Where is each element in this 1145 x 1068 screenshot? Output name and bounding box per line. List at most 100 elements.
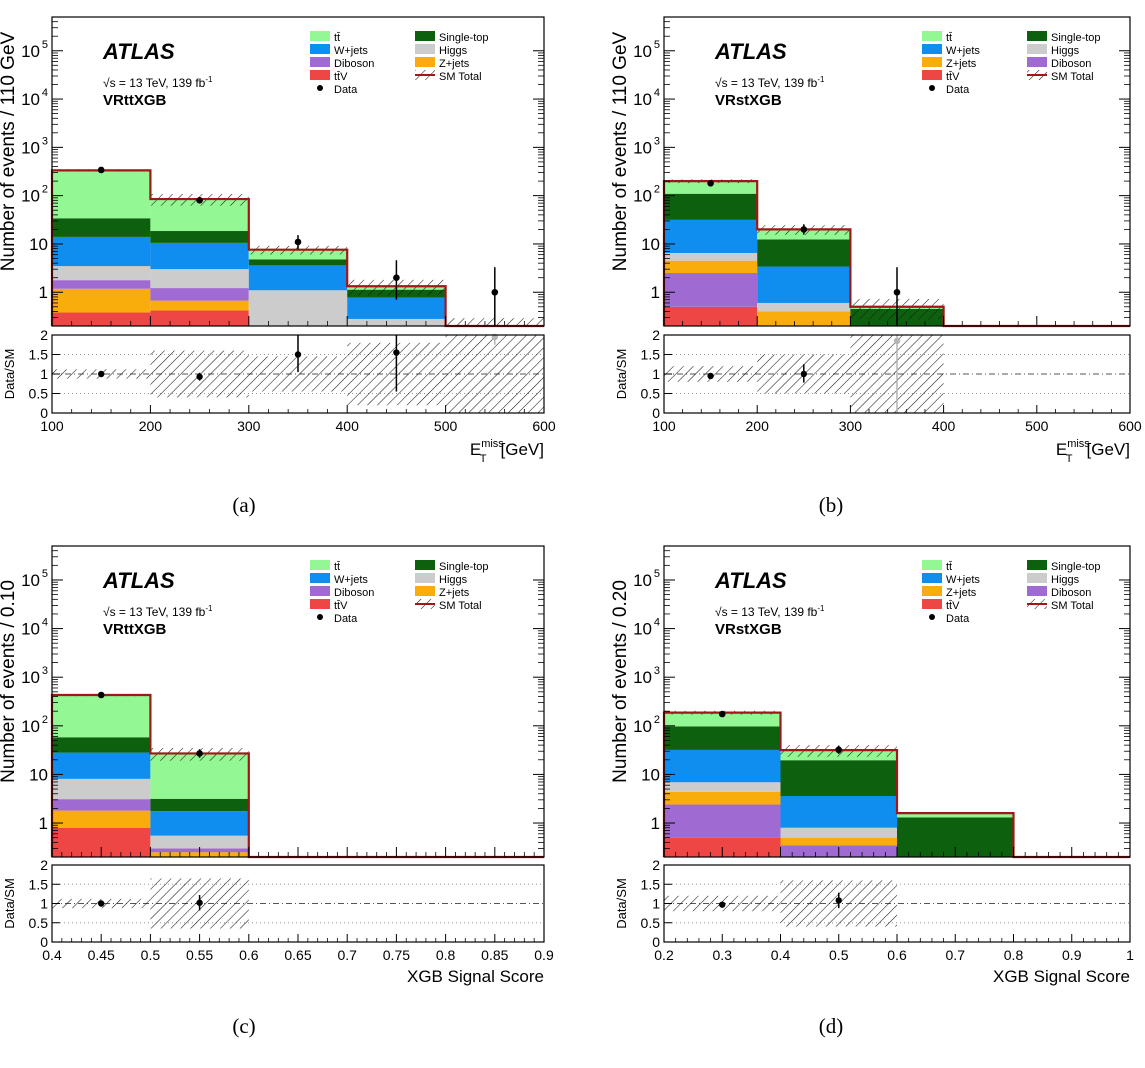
atlas-label: ATLAS [714, 568, 787, 593]
ratio-y-tick-label: 0 [652, 405, 660, 421]
energy-lumi-label: √s = 13 TeV, 139 fb-1 [103, 75, 213, 90]
legend-label-tt: tt̄ [334, 32, 340, 44]
bar-singletop-1 [150, 798, 249, 812]
ratio-point-2 [294, 351, 302, 358]
lumi-unit-exponent: -1 [205, 75, 213, 84]
y-tick-label: 10 [21, 187, 40, 206]
bar-tt-2 [248, 249, 348, 260]
x-tick-label: 0.9 [1062, 947, 1082, 963]
bar-singletop-1 [757, 239, 851, 267]
legend-marker-tt [922, 31, 942, 41]
data-point-1 [835, 746, 843, 754]
x-axis-label: Emiss T [GeV] [470, 438, 544, 465]
bar-diboson-0 [52, 280, 151, 289]
data-point-1 [800, 226, 808, 233]
y-axis-label: Number of events / 0.20 [610, 580, 631, 783]
y-tick-label-exponent: 5 [654, 568, 660, 580]
bar-w+jets-0 [52, 236, 151, 267]
y-tick-label: 10 [21, 42, 40, 61]
y-tick-label-exponent: 2 [42, 714, 48, 726]
ratio-uncertainty-band-4 [445, 335, 544, 413]
y-tick-label: 10 [29, 235, 48, 254]
x-tick-label: 500 [434, 418, 458, 434]
legend-marker-diboson [1027, 586, 1047, 596]
ratio-y-axis-label: Data/SM [614, 878, 629, 929]
y-tick-label: 1 [651, 814, 660, 833]
ratio-point-1 [800, 370, 807, 378]
main-plot-frame [51, 16, 545, 327]
data-point-0 [97, 691, 105, 699]
legend-label-sm-total: SM Total [439, 600, 482, 612]
energy-lumi-text: √s = 13 TeV, 139 fb [103, 605, 206, 619]
atlas-label: ATLAS [102, 39, 175, 64]
ratio-y-tick-label: 1 [652, 366, 660, 382]
bar-singletop-0 [52, 218, 151, 237]
legend-marker-diboson [1027, 57, 1047, 67]
x-tick-label: 600 [1118, 418, 1142, 434]
ratio-point-0 [98, 900, 105, 907]
sm-total-line [50, 169, 544, 328]
y-tick-label: 10 [641, 765, 660, 784]
ratio-y-axis-label: Data/SM [614, 349, 629, 400]
lumi-unit-exponent: -1 [205, 604, 213, 613]
legend-marker-higgs [415, 44, 435, 54]
y-tick-label: 10 [21, 90, 40, 109]
ratio-y-tick-label: 0.5 [29, 915, 49, 931]
bar-diboson-0 [52, 799, 151, 811]
bar-diboson-0 [664, 804, 781, 838]
x-tick-label: 0.85 [481, 947, 508, 963]
legend-label-diboson: Diboson [334, 58, 374, 70]
ratio-y-tick-label: 0 [40, 405, 48, 421]
ratio-y-tick-label: 0 [40, 934, 48, 950]
y-tick-label: 10 [21, 620, 40, 639]
y-tick-label: 1 [39, 814, 48, 833]
x-axis-label: Emiss T [GeV] [1056, 438, 1130, 465]
x-tick-label: 300 [237, 418, 261, 434]
ratio-y-tick-label: 0.5 [29, 386, 49, 402]
caption-a: (a) [232, 493, 256, 517]
legend-label-singletop: Single-top [1051, 561, 1101, 573]
bar-w+jets-1 [150, 811, 249, 836]
bar-z+jets-1 [780, 837, 897, 846]
data-point-0 [707, 180, 714, 187]
x-tick-label: 0.3 [713, 947, 733, 963]
main-plot-frame [663, 16, 1131, 327]
y-tick-label: 10 [633, 571, 652, 590]
ratio-y-tick-label: 1.5 [641, 876, 661, 892]
y-tick-label-exponent: 4 [42, 87, 48, 99]
legend-label-ttv: tt̄V [334, 71, 348, 83]
bar-diboson-1 [150, 288, 249, 301]
ratio-point-1 [835, 897, 842, 904]
ratio-y-tick-label: 1 [40, 896, 48, 912]
legend-marker-higgs [1027, 44, 1047, 54]
y-tick-label-exponent: 5 [654, 39, 660, 51]
legend-marker-z+jets [415, 57, 435, 67]
legend-label-diboson: Diboson [1051, 58, 1091, 70]
x-tick-label: 0.55 [186, 947, 213, 963]
x-tick-label: 100 [40, 418, 64, 434]
legend-label-higgs: Higgs [439, 45, 468, 57]
ratio-y-tick-label: 2 [40, 857, 48, 873]
energy-lumi-text: √s = 13 TeV, 139 fb [715, 76, 818, 90]
ratio-point-1 [196, 373, 203, 380]
bar-w+jets-1 [780, 795, 897, 828]
legend-marker-data [929, 614, 935, 620]
legend-label-tt: tt̄ [946, 561, 952, 573]
data-point-4 [491, 288, 499, 296]
legend-marker-w+jets [310, 573, 330, 583]
legend-label-ttv: tt̄V [946, 71, 960, 83]
region-label: VRttXGB [103, 92, 167, 109]
bar-z+jets-1 [150, 300, 249, 311]
ratio-y-axis-label: Data/SM [2, 878, 17, 929]
x-tick-label: 0.75 [383, 947, 410, 963]
bar-higgs-0 [664, 252, 758, 261]
bar-singletop-0 [664, 726, 781, 750]
legend-label-z+jets: Z+jets [439, 58, 470, 70]
energy-lumi-label: √s = 13 TeV, 139 fb-1 [715, 75, 825, 90]
legend-marker-z+jets [415, 586, 435, 596]
data-point-0 [97, 166, 105, 174]
bar-w+jets-1 [150, 242, 249, 270]
x-tick-label: 0.8 [1004, 947, 1024, 963]
